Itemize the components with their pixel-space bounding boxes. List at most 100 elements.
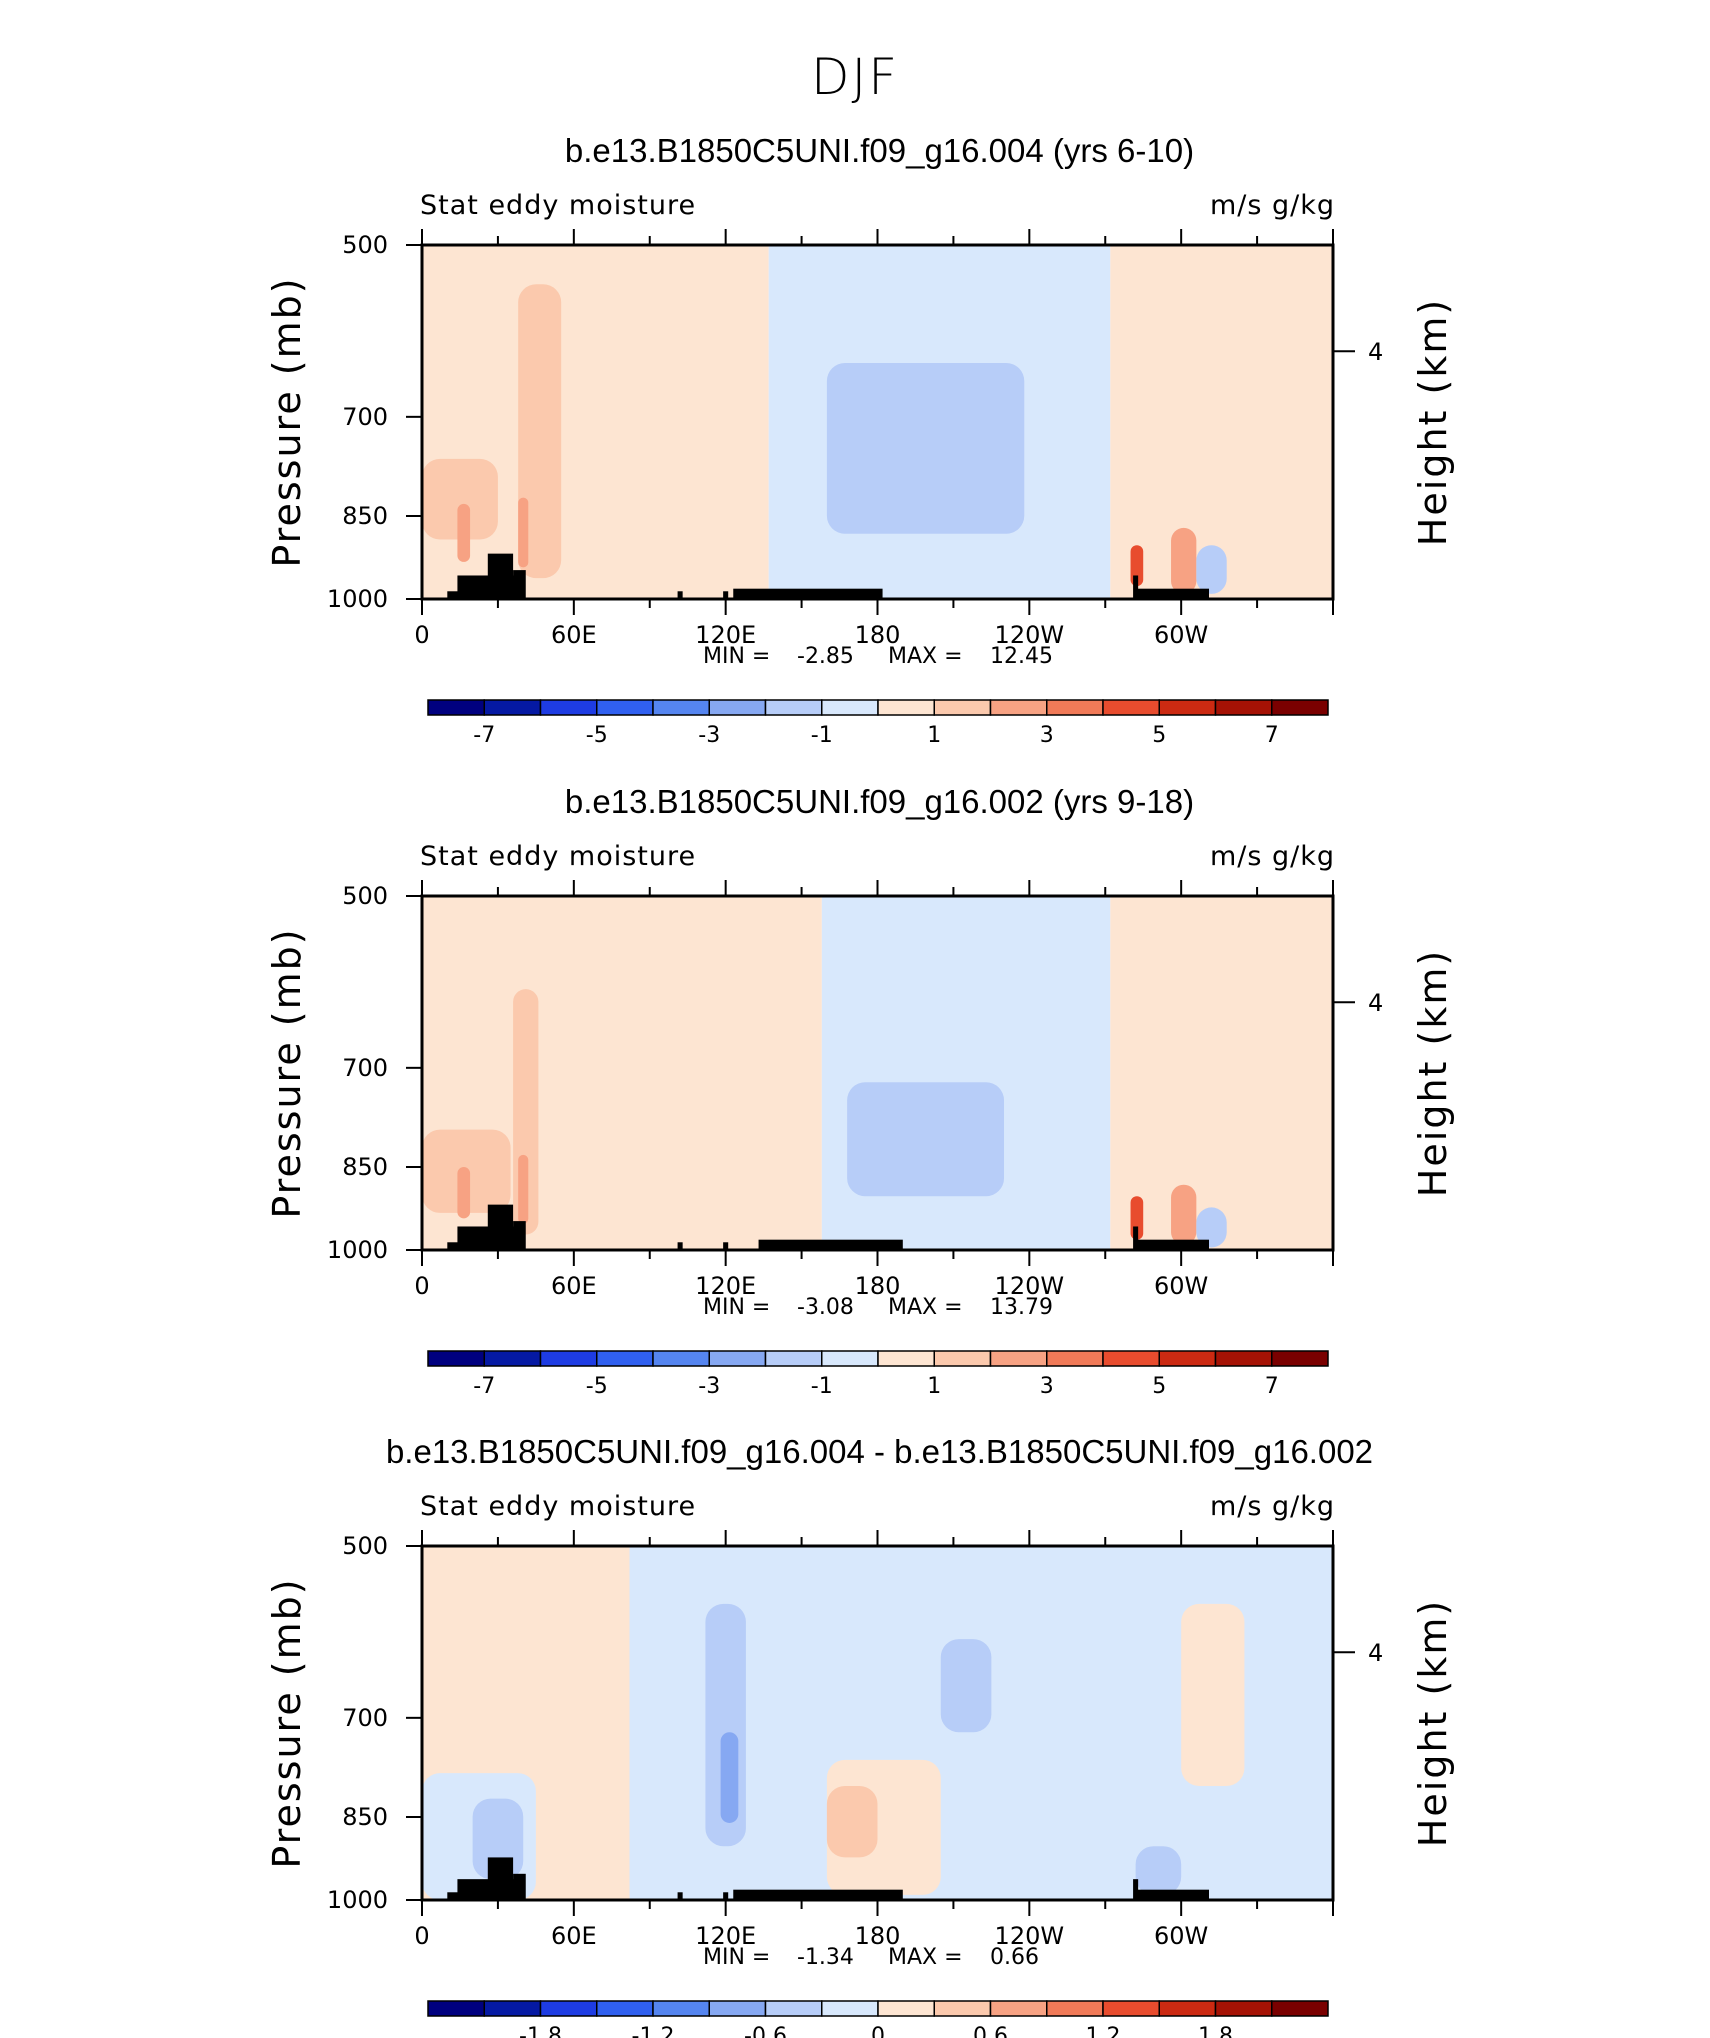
colorbar-label: -1.2 (632, 2024, 675, 2038)
colorbar-swatch (1214, 699, 1273, 716)
colorbar-swatch (652, 2000, 710, 2017)
contour-region (1110, 896, 1333, 1250)
max-label: MAX = (888, 1295, 963, 1320)
colorbar: -7 -5 -3 -1 1 3 5 7 (427, 699, 1329, 748)
contour-region (821, 896, 1111, 1250)
right-tick-label: 4 (1368, 989, 1383, 1017)
colorbar-swatch (933, 2000, 992, 2017)
colorbar-swatch (877, 1350, 935, 1367)
colorbar-swatch (483, 1350, 542, 1367)
terrain-mask (723, 1892, 729, 1900)
colorbar-label: -7 (473, 1374, 495, 1399)
contour-region (518, 497, 529, 568)
colorbar-swatch (427, 2000, 485, 2017)
x-tick-label: 60E (551, 1922, 597, 1950)
colorbar-swatch (1102, 699, 1160, 716)
colorbar-swatch (1271, 1350, 1329, 1367)
max-value: 0.66 (990, 1945, 1039, 1970)
colorbar-swatch (764, 2000, 823, 2017)
terrain-mask (1135, 1239, 1210, 1250)
terrain-mask (447, 1242, 463, 1250)
y-axis-title-right: Height (km) (1411, 949, 1455, 1197)
x-tick-label: 120W (995, 1272, 1065, 1300)
y-tick-label: 850 (342, 502, 388, 530)
colorbar-label: -3 (698, 723, 720, 748)
colorbar-swatch (1214, 1350, 1273, 1367)
colorbar-label: -7 (473, 723, 495, 748)
y-tick-label: 700 (342, 1704, 388, 1732)
terrain-mask (677, 1242, 683, 1250)
contour-field (422, 245, 1333, 599)
y-tick-label: 500 (342, 882, 388, 910)
x-tick-label: 60W (1154, 621, 1208, 649)
y-axis-title: Pressure (mb) (265, 927, 309, 1218)
y-axis-title: Pressure (mb) (265, 1577, 309, 1868)
colorbar-label: 5 (1152, 723, 1166, 748)
colorbar-label: -1.8 (519, 2024, 562, 2038)
colorbar-swatch (539, 2000, 598, 2017)
contour-region (518, 284, 562, 579)
y-tick-label: 700 (342, 403, 388, 431)
contour-region (422, 458, 498, 540)
colorbar-swatch (427, 699, 485, 716)
terrain-mask (1133, 1226, 1139, 1250)
colorbar-swatch (877, 699, 935, 716)
colorbar-swatch (539, 699, 598, 716)
colorbar-swatch (989, 699, 1048, 716)
colorbar-swatch (708, 2000, 767, 2017)
colorbar-swatch (708, 1350, 767, 1367)
colorbar-swatch (1271, 2000, 1329, 2017)
x-tick-label: 120E (695, 621, 756, 649)
colorbar-label: -3 (698, 1374, 720, 1399)
y-axis-title-right: Height (km) (1411, 1599, 1455, 1847)
colorbar-swatch (764, 699, 823, 716)
colorbar-label: 0.6 (973, 2024, 1008, 2038)
x-tick-label: 60W (1154, 1922, 1208, 1950)
min-label: MIN = (703, 1295, 770, 1320)
x-tick-label: 60E (551, 1272, 597, 1300)
colorbar-swatch (596, 1350, 654, 1367)
colorbar-swatch (1271, 699, 1329, 716)
units-label: m/s g/kg (1210, 841, 1335, 872)
y-tick-label: 850 (342, 1803, 388, 1831)
y-axis-title-right: Height (km) (1411, 298, 1455, 546)
colorbar-swatch (989, 1350, 1048, 1367)
contour-region (457, 503, 471, 562)
x-tick-label: 60E (551, 621, 597, 649)
terrain-mask (723, 1242, 729, 1250)
colorbar-label: 3 (1040, 1374, 1054, 1399)
contour-region (1110, 245, 1333, 599)
terrain-mask (1135, 588, 1210, 599)
y-tick-label: 500 (342, 1532, 388, 1560)
y-tick-label: 1000 (327, 1236, 388, 1264)
x-tick-label: 120E (695, 1922, 756, 1950)
colorbar-swatch (821, 699, 879, 716)
min-value: -1.34 (797, 1945, 854, 1970)
contour-region (1171, 1184, 1197, 1245)
panel-title: b.e13.B1850C5UNI.f09_g16.004 (yrs 6-10) (565, 132, 1194, 169)
terrain-mask (513, 1221, 526, 1250)
colorbar-swatch (877, 2000, 935, 2017)
contour-region (1196, 545, 1227, 594)
variable-label: Stat eddy moisture (420, 841, 696, 872)
colorbar-swatch (596, 699, 654, 716)
contour-field (422, 896, 1333, 1250)
contour-region (1135, 1846, 1182, 1895)
colorbar-label: -1 (811, 1374, 833, 1399)
contour-region (826, 1786, 878, 1858)
y-tick-label: 850 (342, 1153, 388, 1181)
terrain-mask (1133, 1879, 1139, 1900)
max-label: MAX = (888, 644, 963, 669)
colorbar-label: 5 (1152, 1374, 1166, 1399)
terrain-mask (1133, 575, 1139, 599)
x-tick-label: 0 (414, 1922, 429, 1950)
contour-region (826, 363, 1025, 534)
figure-title: DJF (810, 48, 899, 106)
variable-label: Stat eddy moisture (420, 190, 696, 221)
colorbar-label: -1 (811, 723, 833, 748)
contour-region (1171, 527, 1197, 594)
contour-region (940, 1639, 992, 1733)
colorbar-swatch (933, 1350, 992, 1367)
contour-region (518, 1154, 529, 1224)
panel-1: b.e13.B1850C5UNI.f09_g16.004 (yrs 6-10) S… (265, 132, 1455, 748)
